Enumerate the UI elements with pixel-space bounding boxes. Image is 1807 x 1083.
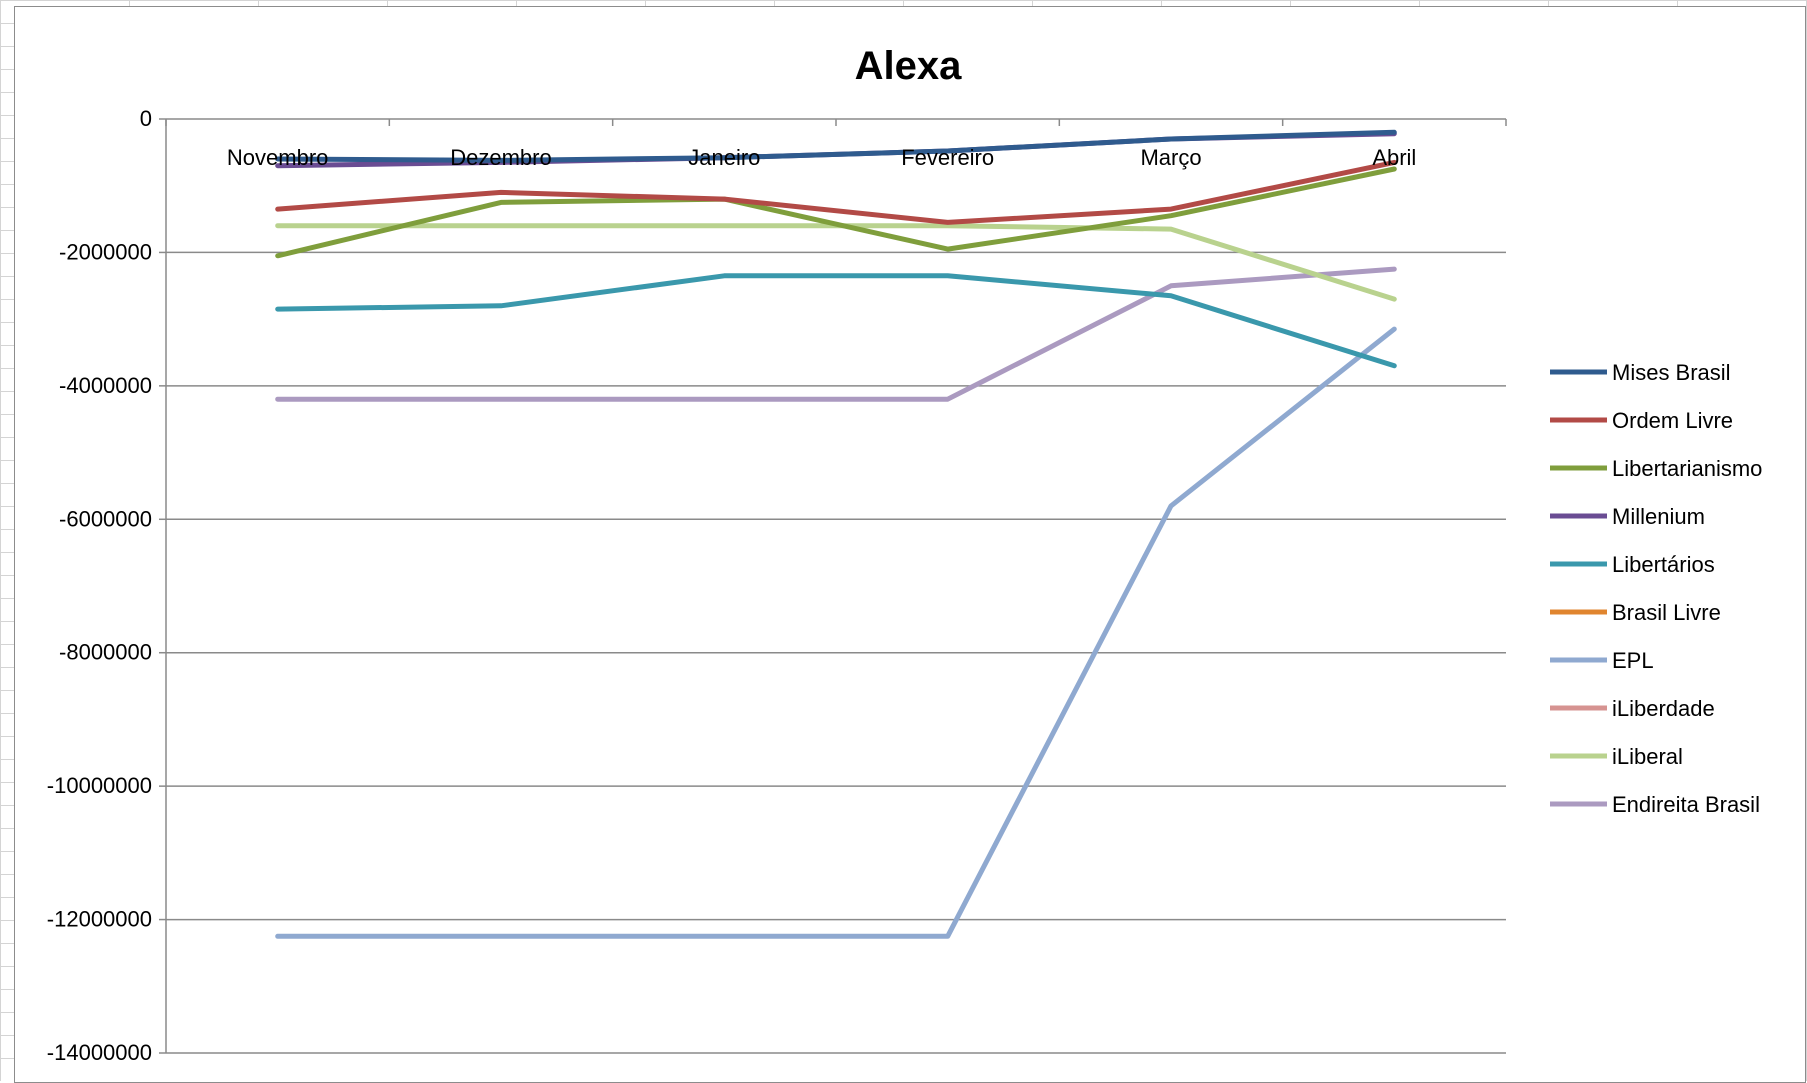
x-tick-label: Dezembro xyxy=(450,145,551,170)
x-tick-label: Fevereiro xyxy=(901,145,994,170)
series-line-mises-brasil xyxy=(275,129,1397,163)
legend-label: iLiberal xyxy=(1612,744,1683,769)
y-tick-label: -2000000 xyxy=(59,239,152,264)
y-tick-label: -4000000 xyxy=(59,373,152,398)
legend: Mises Brasil Ordem Livre Libertarianismo Mi… xyxy=(1550,360,1762,817)
series-line-iliberal xyxy=(275,223,1397,302)
legend-label: Ordem Livre xyxy=(1612,408,1733,433)
gridlines xyxy=(166,251,1506,1054)
legend-label: Millenium xyxy=(1612,504,1705,529)
y-tick-label: -10000000 xyxy=(47,773,152,798)
chart-title: Alexa xyxy=(855,44,962,88)
series-line-ordem-livre xyxy=(275,159,1397,225)
series-line-endireita-brasil xyxy=(275,266,1397,402)
x-tick-label: Novembro xyxy=(227,145,328,170)
line-chart: Alexa 0 -2000000 -4000000 -6000000 -8000000 -… xyxy=(47,44,1763,1065)
plot-lines xyxy=(275,129,1397,939)
x-tick-label: Março xyxy=(1140,145,1201,170)
legend-label: Libertários xyxy=(1612,552,1715,577)
legend-label: iLiberdade xyxy=(1612,696,1715,721)
legend-label: Brasil Livre xyxy=(1612,600,1721,625)
y-tick-label: 0 xyxy=(140,106,152,131)
axes: 0 -2000000 -4000000 -6000000 -8000000 -100000… xyxy=(47,106,1507,1065)
x-tick-label: Janeiro xyxy=(688,145,760,170)
legend-label: Mises Brasil xyxy=(1612,360,1731,385)
series-line-libertarianismo xyxy=(275,166,1397,259)
series-line-libert-rios xyxy=(275,273,1397,369)
category-labels: Novembro Dezembro Janeiro Fevereiro Março Abr… xyxy=(227,145,1416,170)
legend-label: EPL xyxy=(1612,648,1654,673)
y-tick-label: -14000000 xyxy=(47,1040,152,1065)
legend-label: Endireita Brasil xyxy=(1612,792,1760,817)
chart-area[interactable]: Alexa 0 -2000000 -4000000 -6000000 -8000000 -… xyxy=(14,6,1806,1083)
x-tick-label: Abril xyxy=(1372,145,1416,170)
y-tick-label: -12000000 xyxy=(47,907,152,932)
series-line-epl xyxy=(275,326,1397,939)
y-tick-label: -8000000 xyxy=(59,640,152,665)
y-tick-label: -6000000 xyxy=(59,506,152,531)
legend-label: Libertarianismo xyxy=(1612,456,1762,481)
